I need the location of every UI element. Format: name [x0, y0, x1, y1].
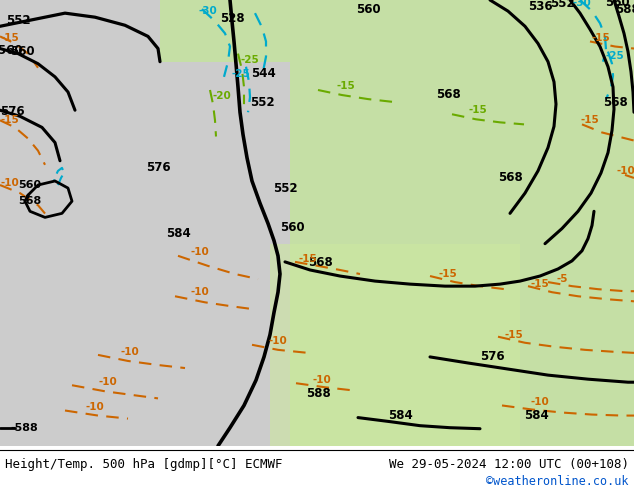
Text: 584: 584 [165, 227, 190, 240]
Text: -10: -10 [531, 397, 550, 407]
Text: 568: 568 [18, 196, 42, 206]
Text: 552: 552 [6, 14, 30, 27]
Text: 528: 528 [220, 12, 244, 24]
Text: -15: -15 [505, 330, 524, 340]
Text: 576: 576 [146, 161, 171, 174]
Text: -15: -15 [337, 81, 356, 91]
Polygon shape [160, 0, 290, 62]
Text: -25: -25 [231, 69, 250, 79]
Text: 560: 560 [280, 221, 304, 234]
Text: -10: -10 [269, 336, 287, 346]
Text: ©weatheronline.co.uk: ©weatheronline.co.uk [486, 475, 629, 489]
Text: -10: -10 [313, 375, 332, 385]
Text: -15: -15 [581, 115, 599, 125]
Text: -10: -10 [120, 347, 139, 357]
Text: 588: 588 [614, 2, 634, 16]
Text: 560: 560 [18, 180, 42, 190]
Text: -10: -10 [191, 247, 209, 257]
Text: -10: -10 [1, 178, 20, 188]
Text: -25: -25 [605, 50, 624, 61]
Text: 560: 560 [356, 2, 380, 16]
Text: 568: 568 [307, 256, 332, 270]
Text: -30: -30 [198, 6, 217, 16]
Text: -15: -15 [469, 105, 488, 115]
Text: 544: 544 [250, 67, 275, 80]
Text: 568: 568 [603, 96, 628, 109]
Text: -25: -25 [241, 55, 259, 65]
Text: -10: -10 [617, 166, 634, 176]
Text: 552: 552 [273, 182, 297, 195]
Text: 584: 584 [387, 409, 412, 422]
Polygon shape [0, 0, 634, 446]
Text: 560: 560 [605, 0, 630, 8]
Text: -10: -10 [191, 287, 209, 297]
Text: 584: 584 [524, 409, 548, 422]
Text: 536: 536 [527, 0, 552, 13]
Text: 576: 576 [0, 105, 24, 118]
Text: -588: -588 [10, 423, 38, 433]
Text: -15: -15 [299, 254, 318, 264]
Text: -30: -30 [573, 0, 592, 8]
Text: -15: -15 [1, 33, 20, 44]
Text: 552: 552 [550, 0, 574, 9]
Text: We 29-05-2024 12:00 UTC (00+108): We 29-05-2024 12:00 UTC (00+108) [389, 459, 629, 471]
Text: -5: -5 [556, 274, 568, 284]
Polygon shape [290, 0, 634, 446]
Text: -20: -20 [212, 91, 231, 101]
Text: -10: -10 [86, 402, 105, 413]
Text: 568: 568 [436, 88, 460, 100]
Text: -10: -10 [99, 377, 117, 387]
Text: -15: -15 [592, 33, 611, 44]
Text: 576: 576 [480, 350, 504, 364]
Text: 588: 588 [306, 387, 330, 400]
Polygon shape [270, 244, 520, 446]
Text: 560: 560 [10, 45, 34, 58]
Text: -15: -15 [1, 115, 20, 125]
Text: -15: -15 [439, 269, 457, 279]
Text: -15: -15 [531, 279, 550, 289]
Text: -560: -560 [0, 44, 23, 57]
Text: Height/Temp. 500 hPa [gdmp][°C] ECMWF: Height/Temp. 500 hPa [gdmp][°C] ECMWF [5, 459, 283, 471]
Text: 568: 568 [498, 172, 522, 184]
Text: 552: 552 [250, 96, 275, 109]
